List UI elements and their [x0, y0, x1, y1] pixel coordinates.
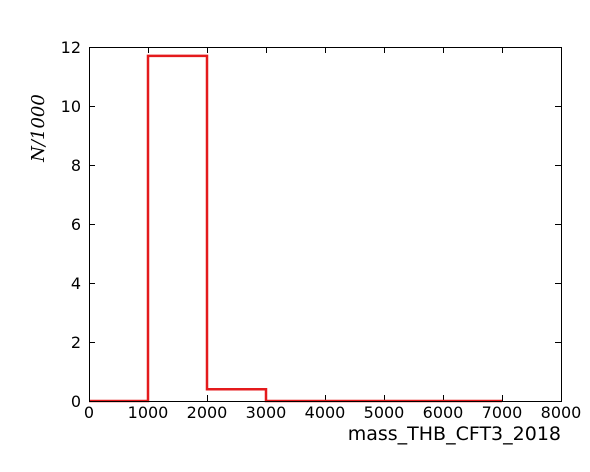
- y-tick-label: 6: [71, 215, 81, 234]
- x-tick-label: 7000: [482, 403, 523, 422]
- x-tick-label: 5000: [364, 403, 405, 422]
- y-tick-label: 4: [71, 274, 81, 293]
- plot-background: [89, 47, 561, 401]
- x-tick-label: 0: [84, 403, 94, 422]
- plot-area: [89, 47, 561, 401]
- x-tick-label: 2000: [187, 403, 228, 422]
- y-axis-label: N/1000: [28, 94, 49, 163]
- axes-frame: [89, 47, 562, 402]
- y-tick-label: 12: [61, 38, 81, 57]
- y-tick-label: 2: [71, 333, 81, 352]
- histogram-bin: [148, 56, 207, 401]
- x-axis-label: mass_THB_CFT3_2018: [348, 423, 561, 445]
- x-tick-label: 1000: [128, 403, 169, 422]
- x-tick-label: 8000: [541, 403, 582, 422]
- x-tick-label: 6000: [423, 403, 464, 422]
- histogram-bin: [207, 389, 266, 401]
- y-tick-label: 0: [71, 392, 81, 411]
- tick-labels: 0 1000 2000 3000 4000 5000 6000 7000 8000 0 2 4 6 8 10…: [61, 38, 582, 422]
- y-tick-label: 8: [71, 156, 81, 175]
- x-tick-label: 4000: [305, 403, 346, 422]
- y-tick-label: 10: [61, 97, 81, 116]
- x-tick-label: 3000: [246, 403, 287, 422]
